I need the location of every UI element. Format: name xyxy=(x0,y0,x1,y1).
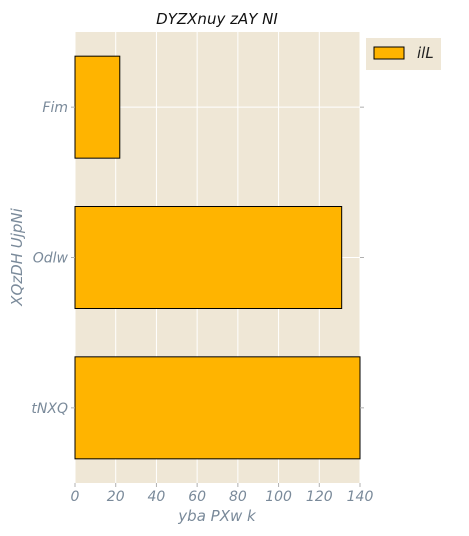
x-tick-label: 60 xyxy=(188,489,206,505)
x-tick-label: 80 xyxy=(229,489,247,505)
x-tick-label: 140 xyxy=(347,489,374,505)
x-tick-label: 0 xyxy=(71,489,80,505)
bar xyxy=(74,356,361,460)
x-tick-label: 100 xyxy=(265,489,292,505)
legend: ilL xyxy=(366,38,441,70)
bar xyxy=(74,55,121,159)
bar xyxy=(74,206,343,309)
x-tick-label: 40 xyxy=(148,489,166,505)
bars xyxy=(74,55,361,460)
legend-swatch xyxy=(373,46,405,60)
y-axis-label: XQzDH UjpNi xyxy=(8,207,26,306)
legend-label: ilL xyxy=(417,44,434,62)
x-tick-label: 20 xyxy=(107,489,125,505)
y-tick-label: Odlw xyxy=(33,251,69,267)
y-ticks: Fim Odlw tNXQ xyxy=(31,100,364,417)
x-tick-label: 120 xyxy=(306,489,333,505)
y-tick-label: Fim xyxy=(42,100,68,116)
x-ticks: 0 20 40 60 80 100 120 140 xyxy=(71,483,374,505)
x-axis-label: yba PXw k xyxy=(177,507,257,525)
y-tick-label: tNXQ xyxy=(31,401,68,417)
chart-title: DYZXnuy zAY NI xyxy=(156,10,278,28)
